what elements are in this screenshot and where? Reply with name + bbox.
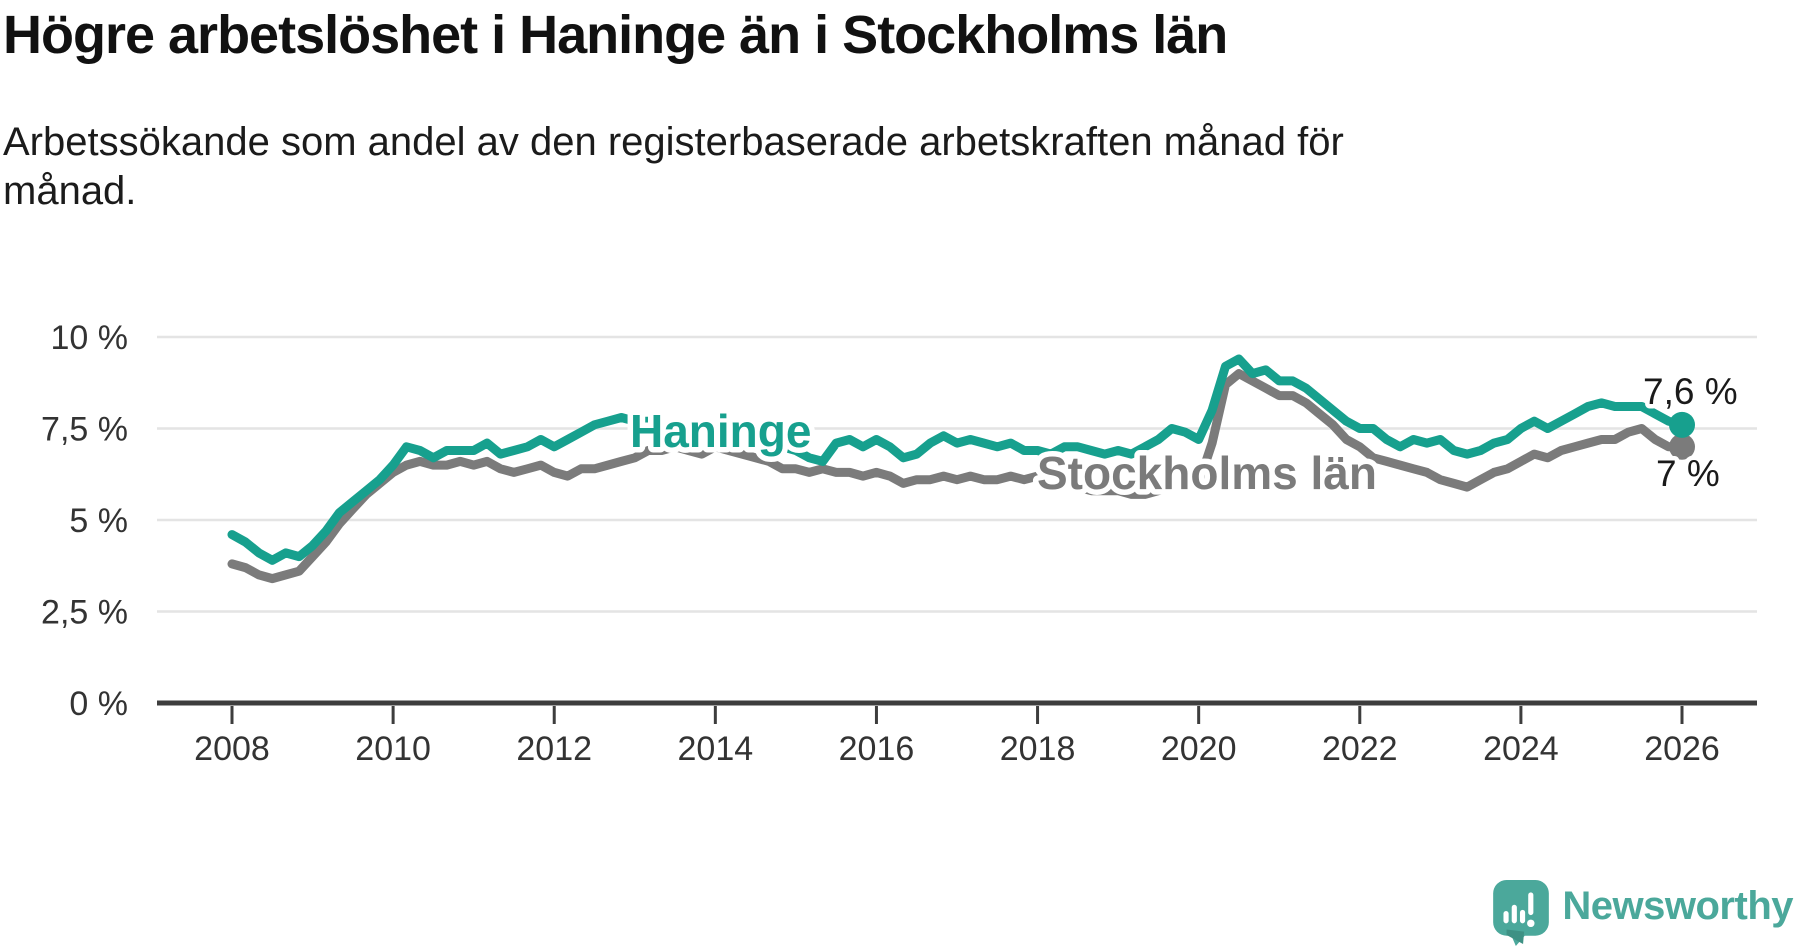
newsworthy-speech-bubble-chart-icon <box>1493 880 1550 946</box>
series-end-dot <box>1669 433 1696 460</box>
end-value-label-haninge: 7,6 % <box>1643 371 1738 412</box>
x-tick-label: 2022 <box>1322 730 1398 768</box>
series-end-dot <box>1669 411 1696 438</box>
newsworthy-logo: Newsworthy <box>1493 880 1793 946</box>
series-line-stockholms-l-n <box>227 369 1687 584</box>
x-tick-label: 2020 <box>1161 730 1237 768</box>
x-tick-label: 2018 <box>1000 730 1076 768</box>
gridlines-group <box>157 335 1757 613</box>
chart-title: Högre arbetslöshet i Haninge än i Stockh… <box>3 5 1228 65</box>
x-tick-label: 2008 <box>194 730 270 768</box>
x-axis-group: 2008 2010 2012 2014 2016 2018 2020 2022 2024 2026 <box>157 700 1757 768</box>
x-tick-label: 2026 <box>1644 730 1720 768</box>
y-tick-label: 10 % <box>51 319 129 357</box>
series-label-haninge: Haninge <box>630 405 811 457</box>
x-tick-label: 2010 <box>355 730 431 768</box>
newsworthy-logo-text: Newsworthy <box>1562 884 1793 928</box>
y-tick-label: 2,5 % <box>41 594 128 632</box>
x-tick-label: 2014 <box>678 730 754 768</box>
y-tick-label: 5 % <box>69 502 128 540</box>
end-value-label-stockholms-lan: 7 % <box>1656 453 1720 494</box>
chart-subtitle: Arbetssökande som andel av den registerb… <box>3 120 1344 213</box>
y-tick-label: 0 % <box>69 685 128 723</box>
x-tick-label: 2012 <box>516 730 592 768</box>
y-axis-labels-group: 0 % 2,5 % 5 % 7,5 % 10 % <box>41 319 128 723</box>
y-tick-label: 7,5 % <box>41 411 128 449</box>
series-end-dots-group <box>1669 411 1696 460</box>
series-label-stockholms-lan: Stockholms län <box>1037 447 1377 499</box>
series-line-haninge <box>227 354 1687 565</box>
x-tick-label: 2016 <box>839 730 915 768</box>
x-tick-label: 2024 <box>1483 730 1559 768</box>
series-lines-group <box>227 354 1687 584</box>
